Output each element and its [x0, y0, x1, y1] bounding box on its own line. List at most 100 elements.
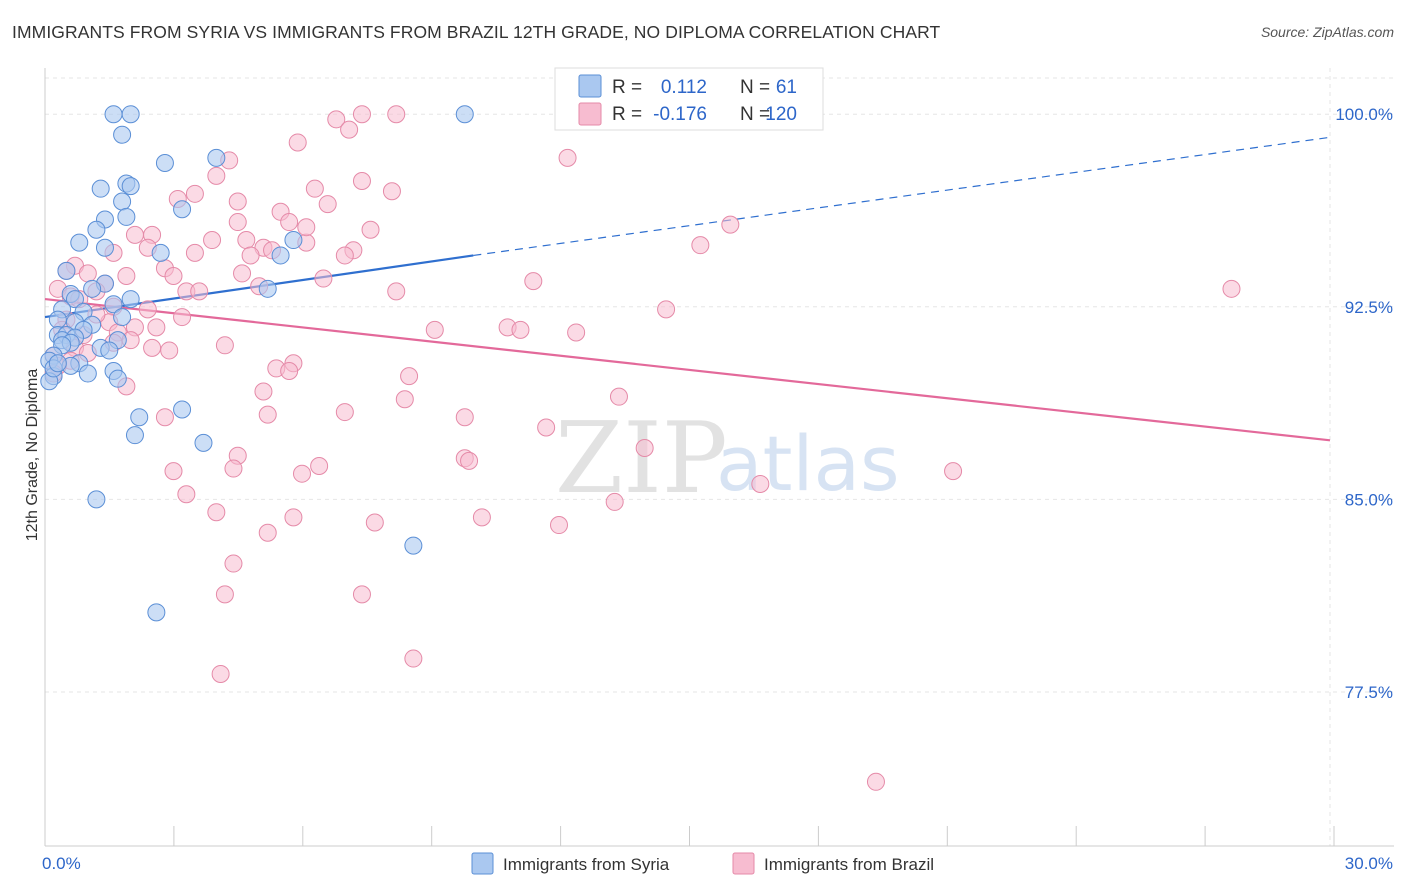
brazil-point — [288, 133, 307, 152]
trend-lines — [44, 136, 1331, 442]
correlation-legend: R = 0.112 N = 61 R = -0.176 N = 120 — [554, 67, 824, 131]
brazil-point — [335, 246, 354, 265]
brazil-point — [400, 367, 419, 386]
syria-point — [108, 369, 127, 388]
brazil-point — [117, 266, 136, 285]
brazil-point — [305, 179, 324, 198]
brazil-point — [472, 508, 491, 527]
brazil-point — [280, 361, 299, 380]
syria-trend-line-extrapolated — [473, 136, 1331, 257]
syria-point — [65, 290, 84, 309]
syria-point — [95, 238, 114, 257]
brazil-point — [207, 503, 226, 522]
series-legend: Immigrants from Syria Immigrants from Br… — [471, 852, 934, 875]
y-axis-title: 12th Grade, No Diploma — [24, 369, 41, 542]
brazil-point — [314, 269, 333, 288]
syria-points — [40, 105, 474, 622]
brazil-point — [404, 649, 423, 668]
syria-point — [48, 354, 67, 373]
legend-brazil-n-value: 120 — [765, 104, 797, 125]
y-tick-label: 77.5% — [1345, 683, 1393, 702]
brazil-point — [254, 382, 273, 401]
brazil-point — [1222, 279, 1241, 298]
brazil-point — [237, 231, 256, 250]
brazil-point — [203, 231, 222, 250]
syria-point — [173, 200, 192, 219]
brazil-trend-line — [44, 297, 1331, 442]
brazil-point — [352, 171, 371, 190]
source-credit: Source: ZipAtlas.com — [1260, 24, 1394, 40]
legend-brazil-r-label: R = — [612, 104, 642, 125]
brazil-point — [211, 664, 230, 683]
brazil-point — [177, 485, 196, 504]
brazil-point — [691, 236, 710, 255]
brazil-point — [387, 282, 406, 301]
brazil-point — [567, 323, 586, 342]
brazil-point — [228, 192, 247, 211]
brazil-point — [258, 523, 277, 542]
legend-brazil-swatch — [578, 102, 602, 126]
chart-title: IMMIGRANTS FROM SYRIA VS IMMIGRANTS FROM… — [12, 22, 941, 42]
x-tick-labels: 0.0% 30.0% — [42, 854, 1393, 873]
syria-point — [147, 603, 166, 622]
syria-point — [100, 341, 119, 360]
bottom-legend-syria-swatch — [471, 852, 494, 875]
brazil-point — [215, 336, 234, 355]
y-tick-label: 85.0% — [1345, 490, 1393, 509]
brazil-point — [228, 213, 247, 232]
legend-syria-n-value: 61 — [776, 77, 797, 98]
syria-point — [404, 536, 423, 555]
brazil-point — [511, 320, 530, 339]
syria-point — [455, 105, 474, 124]
brazil-point — [635, 439, 654, 458]
axes — [44, 68, 1394, 847]
watermark: ZIP atlas — [555, 402, 900, 516]
syria-point — [130, 408, 149, 427]
syria-point — [173, 400, 192, 419]
brazil-point — [352, 105, 371, 124]
syria-point — [87, 220, 106, 239]
legend-syria-swatch — [578, 74, 602, 98]
syria-point — [121, 105, 140, 124]
syria-point — [91, 179, 110, 198]
brazil-point — [280, 213, 299, 232]
brazil-point — [382, 182, 401, 201]
brazil-point — [866, 772, 885, 791]
brazil-point — [550, 516, 568, 535]
syria-point — [125, 426, 144, 445]
syria-point — [151, 243, 170, 262]
brazil-point — [138, 300, 157, 319]
brazil-point — [318, 195, 337, 214]
brazil-point — [284, 508, 303, 527]
brazil-point — [387, 105, 406, 124]
brazil-point — [160, 341, 179, 360]
syria-point — [121, 177, 140, 196]
brazil-point — [537, 418, 556, 437]
syria-point — [194, 433, 213, 452]
syria-point — [113, 308, 132, 327]
brazil-point — [143, 338, 162, 357]
brazil-point — [224, 554, 243, 573]
syria-point — [78, 364, 97, 383]
syria-point — [104, 295, 123, 314]
bottom-legend-syria-label: Immigrants from Syria — [503, 855, 670, 874]
syria-point — [87, 490, 106, 509]
syria-point — [271, 246, 290, 265]
brazil-point — [365, 513, 384, 532]
syria-point — [258, 279, 277, 298]
brazil-point — [751, 474, 770, 493]
legend-syria-r-value: 0.112 — [661, 77, 707, 98]
brazil-point — [335, 403, 354, 422]
legend-brazil-n-label: N = — [740, 104, 770, 125]
syria-point — [104, 105, 123, 124]
brazil-point — [185, 184, 204, 203]
y-tick-labels: 100.0% 92.5% 85.0% 77.5% — [1335, 105, 1393, 702]
brazil-point — [241, 246, 260, 265]
syria-point — [121, 290, 140, 309]
legend-syria-n-label: N = — [740, 77, 770, 98]
syria-point — [155, 154, 174, 173]
brazil-point — [609, 387, 628, 406]
syria-point — [70, 233, 89, 252]
syria-point — [83, 279, 102, 298]
